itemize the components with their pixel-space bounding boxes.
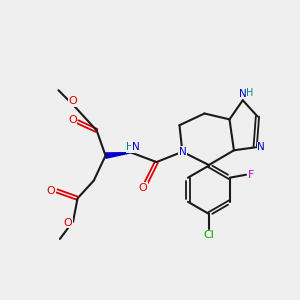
Text: O: O [69, 96, 77, 106]
Polygon shape [105, 153, 131, 158]
Text: O: O [64, 218, 72, 228]
Text: N: N [178, 147, 186, 157]
Text: O: O [47, 186, 56, 196]
Text: F: F [248, 170, 254, 180]
Text: N: N [239, 89, 247, 99]
Text: H: H [126, 142, 134, 152]
Text: O: O [68, 115, 76, 125]
Text: O: O [139, 183, 148, 193]
Text: Cl: Cl [203, 230, 214, 240]
Text: H: H [245, 88, 253, 98]
Text: N: N [132, 142, 140, 152]
Text: N: N [257, 142, 265, 152]
